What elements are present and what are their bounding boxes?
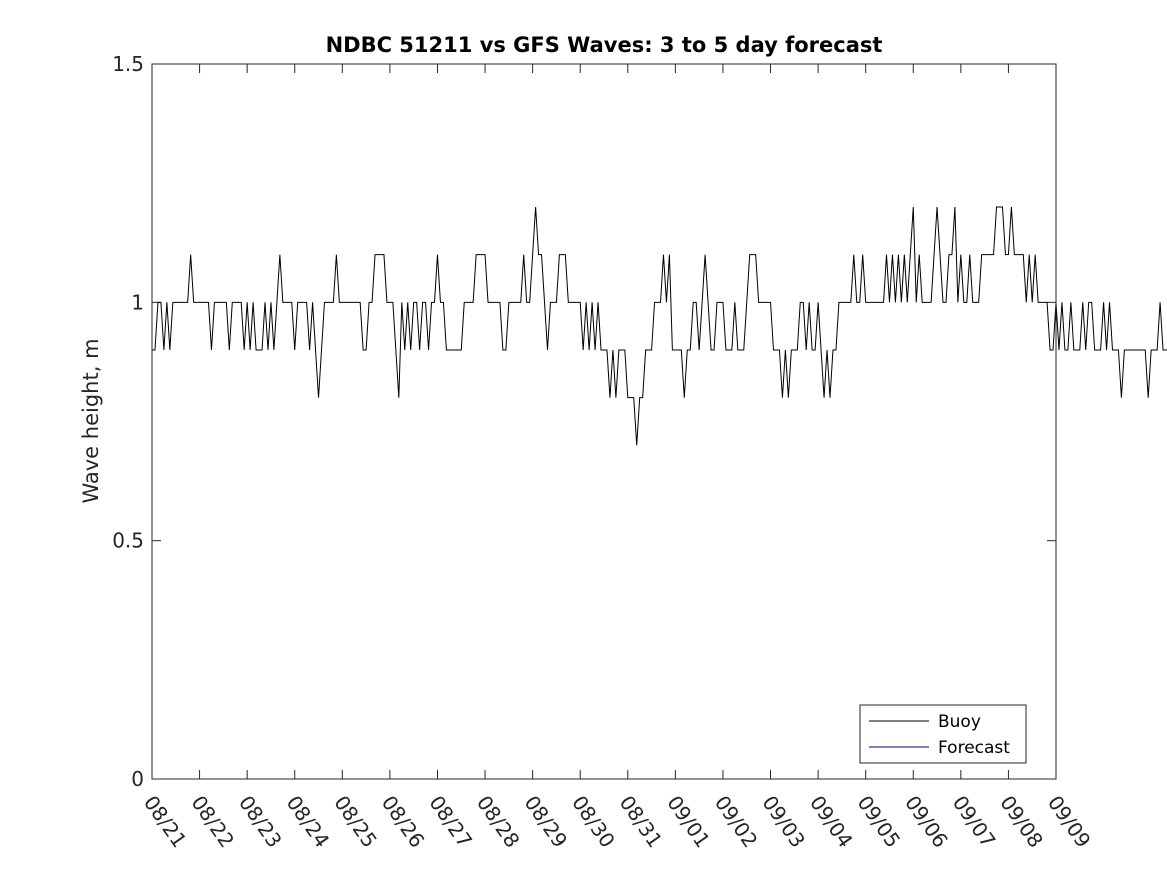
chart-title: NDBC 51211 vs GFS Waves: 3 to 5 day fore…: [326, 33, 883, 57]
series-line-buoy: [152, 206, 1167, 446]
legend-box: [859, 704, 1027, 764]
legend: Buoy Forecast: [859, 704, 1027, 764]
y-tick-label: 1: [131, 290, 144, 314]
plot-frame: [151, 63, 1057, 780]
y-tick-label: 0.5: [112, 529, 144, 553]
legend-buoy-label: Buoy: [938, 712, 981, 732]
y-axis-label: Wave height, m: [79, 338, 103, 503]
y-tick-label: 1.5: [112, 52, 144, 76]
series-layer: [152, 206, 1167, 446]
legend-forecast-label: Forecast: [938, 738, 1010, 758]
y-tick-label: 0: [131, 767, 144, 791]
